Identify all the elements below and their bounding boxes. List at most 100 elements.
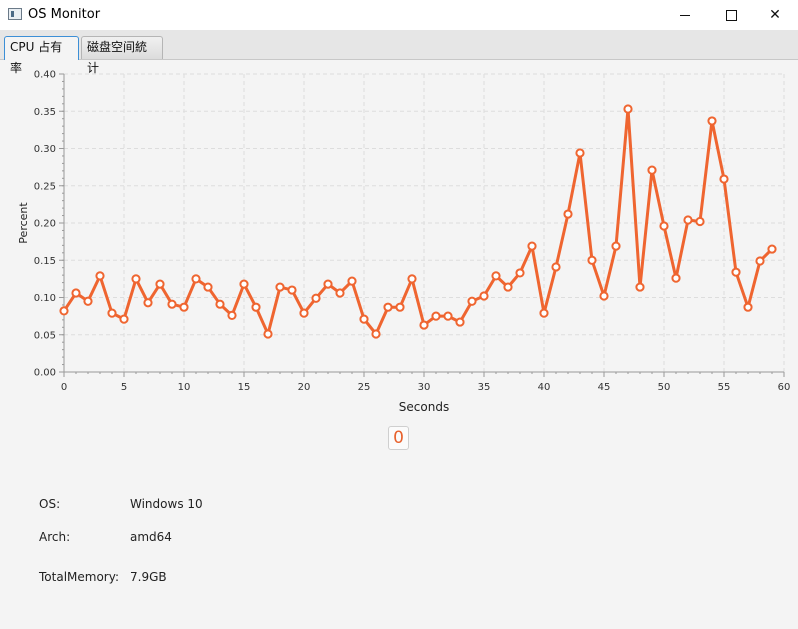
y-tick-label: 0.30 (34, 144, 56, 155)
total-memory-value: 7.9GB (130, 570, 167, 584)
data-point (143, 298, 153, 308)
data-point (335, 288, 345, 298)
data-point (191, 274, 201, 284)
data-point (95, 271, 105, 281)
data-point (347, 276, 357, 286)
data-point (275, 282, 285, 292)
y-tick-label: 0.15 (34, 256, 56, 267)
data-point (203, 282, 213, 292)
data-point (767, 244, 777, 254)
data-point (647, 165, 657, 175)
data-point (683, 215, 693, 225)
data-point (287, 285, 297, 295)
x-tick-label: 25 (358, 382, 371, 393)
y-tick-label: 0.20 (34, 219, 56, 230)
x-tick-label: 60 (778, 382, 791, 393)
x-tick-label: 0 (61, 382, 67, 393)
y-axis-label: Percent (17, 202, 30, 244)
maximize-icon (725, 9, 737, 21)
cpu-line-chart-svg: 0.00 0.05 0.10 0.15 0.20 0.25 0.30 0.35 0.40 0 5 10… (17, 70, 791, 415)
x-tick-label: 5 (121, 382, 127, 393)
data-point (587, 255, 597, 265)
data-point (239, 279, 249, 289)
x-tick-label: 45 (598, 382, 611, 393)
data-point (167, 299, 177, 309)
data-point (743, 302, 753, 312)
data-point (515, 268, 525, 278)
tab-cpu-usage[interactable]: CPU 占有率 (4, 36, 79, 75)
data-point (383, 302, 393, 312)
data-point (527, 241, 537, 251)
close-icon: ✕ (769, 7, 781, 23)
data-point (551, 262, 561, 272)
data-point (455, 317, 465, 327)
minimize-button[interactable] (662, 0, 708, 30)
data-point (503, 282, 513, 292)
x-tick-label: 30 (418, 382, 431, 393)
tab-bar: CPU 占有率 磁盘空间統计 (0, 30, 798, 75)
total-memory-label: TotalMemory: (39, 570, 119, 584)
data-point (707, 116, 717, 126)
data-point (467, 296, 477, 306)
data-point (395, 302, 405, 312)
y-tick-label: 0.10 (34, 293, 56, 304)
data-point (539, 308, 549, 318)
x-tick-label: 20 (298, 382, 311, 393)
data-point (479, 291, 489, 301)
data-point (635, 282, 645, 292)
arch-value: amd64 (130, 530, 172, 544)
data-point (575, 148, 585, 158)
data-point (611, 241, 621, 251)
data-point (263, 329, 273, 339)
data-point (563, 209, 573, 219)
data-point (179, 302, 189, 312)
y-tick-label: 0.25 (34, 181, 56, 192)
data-point (59, 306, 69, 316)
data-point (227, 310, 237, 320)
data-point (419, 320, 429, 330)
data-point (491, 271, 501, 281)
os-label: OS: (39, 497, 61, 511)
data-point (431, 311, 441, 321)
data-point (407, 274, 417, 284)
data-point (599, 291, 609, 301)
close-button[interactable]: ✕ (752, 0, 798, 30)
data-point (131, 274, 141, 284)
data-point (731, 267, 741, 277)
app-icon (8, 8, 22, 20)
arch-label: Arch: (39, 530, 71, 544)
y-tick-label: 0.00 (34, 368, 56, 379)
data-point (311, 293, 321, 303)
y-tick-label: 0.35 (34, 107, 56, 118)
os-value: Windows 10 (130, 497, 203, 511)
data-point (623, 104, 633, 114)
tab-disk-stats[interactable]: 磁盘空间統计 (81, 36, 163, 75)
data-point (299, 308, 309, 318)
x-tick-label: 50 (658, 382, 671, 393)
x-tick-label: 10 (178, 382, 191, 393)
data-point (755, 256, 765, 266)
data-point (719, 174, 729, 184)
cpu-chart: 0.00 0.05 0.10 0.15 0.20 0.25 0.30 0.35 0.40 0 5 10… (0, 60, 798, 420)
x-tick-label: 55 (718, 382, 731, 393)
y-tick-label: 0.40 (34, 70, 56, 81)
data-point (251, 302, 261, 312)
data-point (695, 216, 705, 227)
data-point (155, 279, 165, 289)
data-point (107, 308, 117, 318)
window-title: OS Monitor (28, 7, 101, 22)
data-point (359, 314, 369, 324)
maximize-button[interactable] (708, 0, 754, 30)
reset-button[interactable]: 0 (388, 426, 409, 450)
x-tick-label: 35 (478, 382, 491, 393)
data-point (71, 288, 81, 298)
data-point (659, 221, 669, 231)
data-point (323, 279, 333, 289)
x-tick-label: 40 (538, 382, 551, 393)
data-point (83, 296, 93, 306)
data-point (371, 329, 381, 339)
y-tick-label: 0.05 (34, 330, 56, 341)
data-point (443, 311, 453, 321)
data-point (215, 299, 225, 309)
minimize-icon (680, 14, 690, 16)
